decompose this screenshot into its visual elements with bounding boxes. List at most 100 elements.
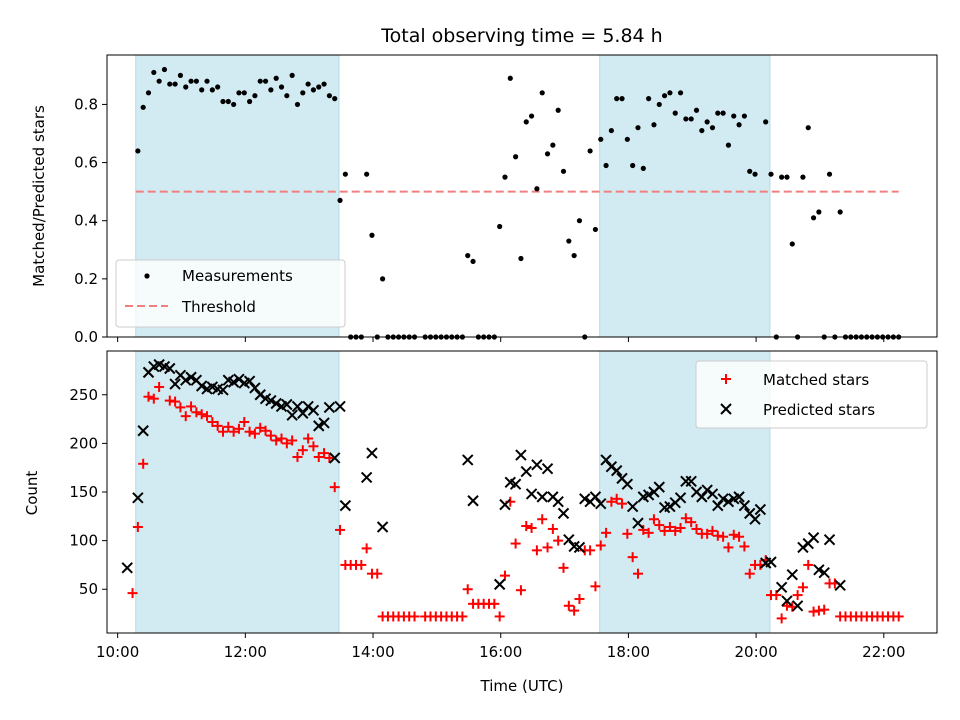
- matched-star-point: [489, 598, 500, 609]
- count-y-axis: 50 100 150 200 250: [69, 386, 107, 598]
- predicted-star-point: [765, 556, 777, 568]
- predicted-star-point: [243, 375, 256, 387]
- x-tick-label: 16:00: [479, 643, 522, 661]
- matched-star-point: [313, 451, 324, 462]
- predicted-star-point: [525, 488, 538, 500]
- y-tick-label: 0.6: [74, 154, 98, 172]
- matched-star-point: [734, 531, 745, 542]
- measurement-point: [209, 87, 215, 93]
- ratio-x-axis: [117, 337, 885, 342]
- predicted-star-point: [642, 489, 655, 501]
- predicted-star-points: [121, 358, 846, 612]
- predicted-star-point: [499, 498, 511, 511]
- measurement-point: [683, 116, 689, 122]
- predicted-star-point: [791, 600, 804, 612]
- measurement-point: [624, 136, 630, 142]
- predicted-star-point: [595, 497, 607, 510]
- matched-star-point: [627, 552, 638, 563]
- matched-star-point: [249, 428, 260, 439]
- matched-star-point: [297, 445, 308, 456]
- matched-star-point: [212, 420, 223, 431]
- measurement-point: [337, 197, 343, 203]
- measurement-point: [156, 78, 162, 84]
- y-tick-label: 0.2: [74, 270, 98, 288]
- matched-star-point: [154, 381, 165, 392]
- matched-star-point: [803, 559, 814, 570]
- matched-star-point: [260, 425, 271, 436]
- count-legend-box: [695, 360, 928, 429]
- predicted-star-point: [823, 533, 836, 546]
- measurement-point: [715, 110, 721, 116]
- matched-star-point: [233, 423, 244, 434]
- matched-star-point: [202, 411, 213, 422]
- predicted-star-point: [781, 595, 793, 607]
- x-tick-label: 20:00: [734, 643, 777, 661]
- matched-star-point: [186, 401, 197, 412]
- measurement-point: [661, 93, 668, 99]
- matched-star-point: [217, 426, 228, 437]
- predicted-star-point: [286, 409, 298, 421]
- y-tick-label: 250: [69, 386, 98, 404]
- measurement-point: [731, 113, 737, 119]
- measurement-point: [598, 136, 604, 142]
- predicted-star-point: [738, 499, 751, 512]
- measurement-point: [513, 154, 519, 160]
- predicted-star-point: [233, 373, 245, 385]
- predicted-star-point: [509, 478, 522, 490]
- predicted-star-point: [195, 380, 208, 392]
- measurement-point: [800, 174, 806, 180]
- measurement-point: [539, 90, 545, 96]
- measurement-point: [316, 84, 322, 90]
- predicted-star-point: [180, 374, 192, 386]
- measurement-point: [305, 81, 311, 87]
- measurement-point: [837, 209, 843, 215]
- measurement-point: [183, 84, 189, 90]
- measurement-point: [560, 168, 567, 174]
- matched-star-point: [281, 438, 292, 449]
- matched-star-point: [276, 433, 287, 444]
- matched-star-point: [728, 529, 739, 540]
- matched-star-point: [180, 411, 191, 422]
- matched-star-point: [271, 435, 282, 446]
- matched-star-point: [499, 570, 510, 581]
- measurement-point: [332, 96, 338, 102]
- measurement-point: [172, 81, 178, 87]
- predicted-star-point: [749, 513, 761, 525]
- chart-title: Total observing time = 5.84 h: [380, 25, 662, 47]
- legend-threshold-label: Threshold: [181, 298, 256, 316]
- measurement-point: [326, 93, 332, 99]
- y-tick-label: 100: [69, 532, 98, 550]
- measurement-point: [262, 78, 269, 84]
- y-tick-label: 0.4: [74, 212, 98, 230]
- count-x-axis: 10:00 12:00 14:00 16:00 18:00 20:00 22:00: [96, 633, 905, 661]
- predicted-star-point: [227, 376, 240, 388]
- predicted-star-point: [605, 461, 618, 473]
- matched-star-point: [457, 611, 468, 622]
- matched-star-point: [526, 522, 537, 533]
- matched-star-point: [175, 402, 186, 413]
- measurement-point: [502, 174, 508, 180]
- predicted-star-point: [291, 400, 304, 413]
- matched-star-point: [622, 528, 633, 539]
- measurement-point: [364, 171, 370, 177]
- matched-star-point: [542, 542, 553, 553]
- predicted-star-point: [818, 567, 830, 579]
- x-axis-label: Time (UTC): [480, 677, 564, 695]
- measurement-point: [145, 90, 152, 96]
- predicted-star-point: [834, 579, 846, 592]
- predicted-star-point: [493, 578, 506, 591]
- measurement-point: [544, 151, 551, 157]
- measurement-point: [816, 209, 822, 215]
- measurement-point: [220, 98, 226, 105]
- matched-star-point: [776, 613, 787, 624]
- matched-star-point: [606, 496, 617, 507]
- ratio-legend-box: [115, 259, 346, 328]
- predicted-star-point: [164, 362, 176, 375]
- predicted-star-point: [717, 493, 729, 505]
- measurement-point: [826, 171, 833, 177]
- legend-matched-marker: [721, 374, 731, 384]
- measurement-point: [720, 110, 726, 116]
- measurement-point: [177, 72, 184, 78]
- matched-star-point: [287, 435, 298, 446]
